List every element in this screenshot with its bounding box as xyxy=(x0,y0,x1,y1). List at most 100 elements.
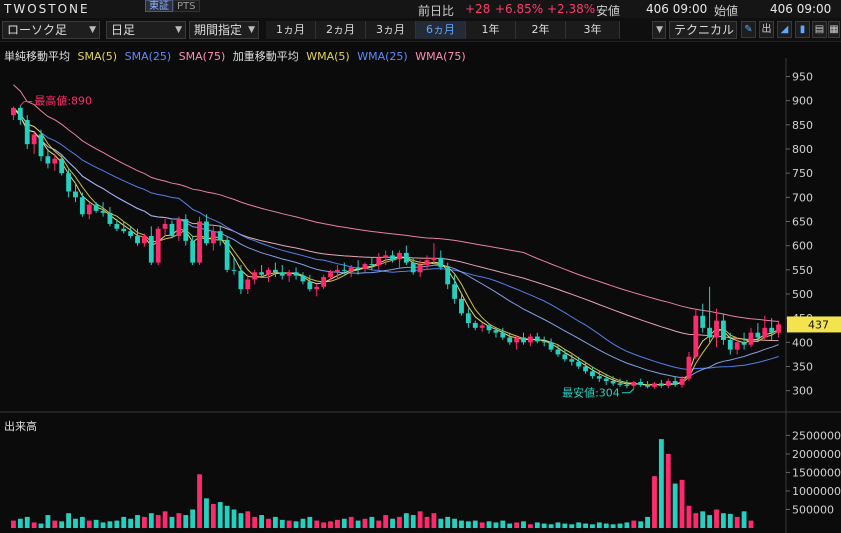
candle-body[interactable] xyxy=(314,286,320,290)
volume-bar[interactable] xyxy=(486,521,492,528)
volume-bar[interactable] xyxy=(52,520,58,528)
candle-body[interactable] xyxy=(507,337,513,343)
candle-body[interactable] xyxy=(286,272,292,276)
volume-bar[interactable] xyxy=(73,518,78,528)
candle-body[interactable] xyxy=(734,342,740,350)
candle-body[interactable] xyxy=(424,260,430,265)
candle-body[interactable] xyxy=(231,269,237,271)
candle-body[interactable] xyxy=(624,384,630,386)
volume-bar[interactable] xyxy=(328,521,333,528)
volume-bar[interactable] xyxy=(238,513,244,528)
volume-bar[interactable] xyxy=(720,513,726,528)
draw-pen-icon[interactable]: ✎ xyxy=(741,21,756,38)
volume-bar[interactable] xyxy=(197,474,202,528)
candle-body[interactable] xyxy=(707,327,713,338)
candle-body[interactable] xyxy=(720,320,726,340)
candle-body[interactable] xyxy=(452,284,458,299)
volume-bar[interactable] xyxy=(390,518,395,528)
volume-bar[interactable] xyxy=(369,516,375,528)
candle-body[interactable] xyxy=(376,257,382,265)
area-chart-icon[interactable]: ◢ xyxy=(777,21,792,38)
volume-bar[interactable] xyxy=(224,505,230,528)
candle-body[interactable] xyxy=(348,267,354,271)
volume-bar[interactable] xyxy=(417,511,423,528)
volume-bar[interactable] xyxy=(121,516,127,528)
period-2y[interactable]: 2年 xyxy=(516,21,566,39)
output-button[interactable]: 出 xyxy=(759,21,774,38)
candle-body[interactable] xyxy=(438,257,444,268)
volume-bar[interactable] xyxy=(86,520,92,528)
period-1m[interactable]: 1ヵ月 xyxy=(266,21,316,39)
volume-bar[interactable] xyxy=(514,522,520,528)
candle-body[interactable] xyxy=(45,156,51,164)
candle-body[interactable] xyxy=(631,381,637,386)
candle-body[interactable] xyxy=(617,383,623,385)
volume-bar[interactable] xyxy=(383,515,389,528)
candle-body[interactable] xyxy=(672,381,678,385)
volume-bar[interactable] xyxy=(314,520,320,528)
candle-body[interactable] xyxy=(603,378,609,381)
candle-body[interactable] xyxy=(190,240,196,263)
volume-bar[interactable] xyxy=(445,516,451,528)
period-mode-select[interactable]: 期間指定 ▼ xyxy=(189,21,259,39)
candle-body[interactable] xyxy=(583,366,588,372)
chart-type-select[interactable]: ローソク足 ▼ xyxy=(2,21,100,39)
candle-body[interactable] xyxy=(762,327,768,338)
candle-body[interactable] xyxy=(652,383,657,387)
volume-bar[interactable] xyxy=(300,518,306,528)
candle-body[interactable] xyxy=(500,332,506,338)
candle-body[interactable] xyxy=(369,264,375,266)
candle-body[interactable] xyxy=(128,231,134,236)
candle-body[interactable] xyxy=(73,191,78,198)
candle-body[interactable] xyxy=(204,221,209,244)
candle-body[interactable] xyxy=(658,383,664,386)
volume-bar[interactable] xyxy=(569,524,575,528)
volume-bar[interactable] xyxy=(355,520,361,528)
candle-body[interactable] xyxy=(300,275,306,282)
volume-bar[interactable] xyxy=(259,515,265,528)
candle-body[interactable] xyxy=(493,330,499,333)
candle-body[interactable] xyxy=(162,223,168,229)
candle-body[interactable] xyxy=(748,332,754,345)
candle-body[interactable] xyxy=(521,337,526,343)
volume-bar[interactable] xyxy=(334,519,340,528)
volume-bar[interactable] xyxy=(190,509,196,528)
candle-body[interactable] xyxy=(355,267,361,269)
legend-wma75[interactable]: WMA(75) xyxy=(415,50,466,63)
technical-button[interactable]: テクニカル xyxy=(669,21,737,39)
options-dropdown[interactable]: ▼ xyxy=(652,21,666,39)
volume-bar[interactable] xyxy=(534,522,540,528)
volume-bar[interactable] xyxy=(679,479,685,528)
volume-bar[interactable] xyxy=(714,509,719,528)
volume-bar[interactable] xyxy=(210,503,216,528)
candle-body[interactable] xyxy=(693,315,699,357)
legend-sma5[interactable]: SMA(5) xyxy=(77,50,118,63)
interval-select[interactable]: 日足 ▼ xyxy=(106,21,186,39)
market-tab-primary[interactable]: 東証 xyxy=(145,0,173,12)
candle-body[interactable] xyxy=(279,272,285,276)
volume-bar[interactable] xyxy=(686,505,692,528)
candle-body[interactable] xyxy=(293,272,299,276)
candle-body[interactable] xyxy=(700,315,706,328)
volume-bar[interactable] xyxy=(341,518,347,528)
candle-body[interactable] xyxy=(445,267,451,285)
candle-body[interactable] xyxy=(334,269,340,273)
volume-bar[interactable] xyxy=(31,522,37,528)
volume-bar[interactable] xyxy=(452,518,458,528)
candle-body[interactable] xyxy=(59,158,65,174)
candle-body[interactable] xyxy=(217,231,223,240)
volume-bar[interactable] xyxy=(245,511,251,528)
candle-body[interactable] xyxy=(176,219,182,236)
candle-body[interactable] xyxy=(410,262,416,273)
volume-bar[interactable] xyxy=(93,519,99,528)
settings-icon[interactable]: ▦ xyxy=(828,21,840,38)
volume-bar[interactable] xyxy=(596,522,602,528)
volume-bar[interactable] xyxy=(424,516,430,528)
candle-body[interactable] xyxy=(417,265,423,273)
candle-body[interactable] xyxy=(11,107,16,116)
candle-body[interactable] xyxy=(383,255,389,258)
volume-bar[interactable] xyxy=(24,516,30,528)
volume-bar[interactable] xyxy=(272,516,278,528)
candle-body[interactable] xyxy=(259,272,265,275)
